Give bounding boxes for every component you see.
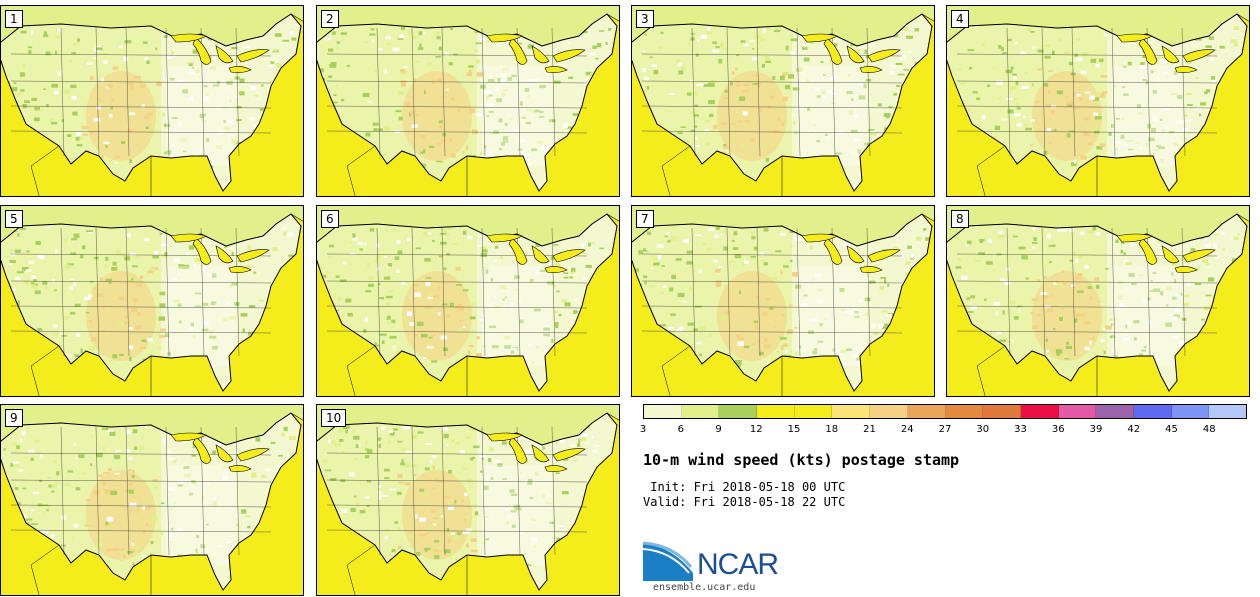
colorbar-tick-label: 39 <box>1089 424 1103 435</box>
colorbar-ticks: 3 6 9 12 15 18 21 24 27 30 33 36 39 42 45 48 <box>639 424 1247 438</box>
colorbar-tick-label: 12 <box>749 424 763 435</box>
wind-map <box>1 405 303 595</box>
member-panel-3: 3 <box>631 5 935 197</box>
panel-label: 6 <box>321 210 339 228</box>
panel-label: 9 <box>5 409 23 427</box>
wind-map <box>317 6 619 196</box>
colorbar-segment <box>1171 405 1210 418</box>
colorbar-tick-label: 3 <box>639 424 647 435</box>
wind-map <box>947 6 1249 196</box>
member-panel-8: 8 <box>946 205 1250 397</box>
panel-label: 5 <box>5 210 23 228</box>
colorbar-segment <box>870 405 908 418</box>
colorbar-segment <box>719 405 758 418</box>
colorbar-tick-label: 27 <box>938 424 952 435</box>
wind-map <box>1 6 303 196</box>
panel-label: 7 <box>636 210 654 228</box>
member-panel-7: 7 <box>631 205 935 397</box>
colorbar-tick-label: 42 <box>1127 424 1141 435</box>
colorbar-tick-label: 30 <box>976 424 990 435</box>
member-panel-2: 2 <box>316 5 620 197</box>
colorbar-segment <box>794 405 833 418</box>
panel-label: 4 <box>951 10 969 28</box>
member-panel-5: 5 <box>0 205 304 397</box>
colorbar-segment <box>1020 405 1059 418</box>
colorbar-tick-label: 48 <box>1202 424 1216 435</box>
member-panel-9: 9 <box>0 404 304 596</box>
colorbar-segment <box>644 405 682 418</box>
wind-map <box>317 206 619 396</box>
wind-map <box>1 206 303 396</box>
colorbar-segment <box>1058 405 1097 418</box>
colorbar-segment <box>1133 405 1172 418</box>
colorbar-segment <box>1209 405 1246 418</box>
colorbar-tick-label: 18 <box>825 424 839 435</box>
wind-map <box>632 6 934 196</box>
panel-label: 3 <box>636 10 654 28</box>
panel-label: 8 <box>951 210 969 228</box>
member-panel-10: 10 <box>316 404 620 596</box>
colorbar-segment <box>757 405 795 418</box>
colorbar-tick-label: 24 <box>900 424 914 435</box>
member-panel-1: 1 <box>0 5 304 197</box>
colorbar-segment <box>1096 405 1134 418</box>
member-panel-6: 6 <box>316 205 620 397</box>
panel-label: 1 <box>5 10 23 28</box>
colorbar-segment <box>681 405 720 418</box>
ncar-logo-text: NCAR <box>697 548 779 581</box>
colorbar-tick-label: 33 <box>1014 424 1027 435</box>
member-panel-4: 4 <box>946 5 1250 197</box>
site-url: ensemble.ucar.edu <box>653 582 756 593</box>
colorbar-tick-label: 45 <box>1165 424 1178 435</box>
colorbar-tick-label: 21 <box>863 424 876 435</box>
wind-map <box>947 206 1249 396</box>
valid-time: Valid: Fri 2018-05-18 22 UTC <box>643 495 846 509</box>
colorbar <box>643 404 1247 419</box>
colorbar-tick-label: 36 <box>1051 424 1065 435</box>
panel-label: 2 <box>321 10 339 28</box>
colorbar-tick-label: 15 <box>787 424 801 435</box>
ncar-logo-icon <box>643 541 693 581</box>
panel-label: 10 <box>321 409 347 427</box>
colorbar-segment <box>907 405 946 418</box>
wind-map <box>632 206 934 396</box>
wind-map <box>317 405 619 595</box>
colorbar-tick-label: 9 <box>715 424 722 435</box>
colorbar-segment <box>945 405 984 418</box>
colorbar-segment <box>832 405 871 418</box>
chart-title: 10-m wind speed (kts) postage stamp <box>643 451 960 469</box>
colorbar-tick-label: 6 <box>677 424 684 435</box>
colorbar-segment <box>983 405 1021 418</box>
init-time: Init: Fri 2018-05-18 00 UTC <box>643 480 846 494</box>
